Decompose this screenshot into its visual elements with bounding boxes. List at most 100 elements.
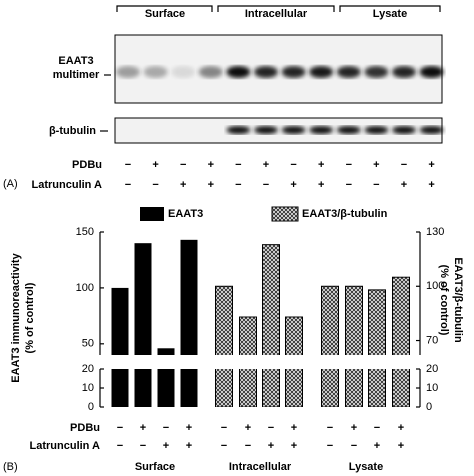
legend-swatch — [140, 207, 164, 221]
sign: + — [152, 159, 158, 171]
blot — [114, 34, 443, 104]
group-label: Surface — [135, 461, 175, 473]
sign: − — [327, 422, 333, 434]
band — [116, 66, 140, 78]
tick-label: 10 — [426, 382, 438, 394]
tick-label: 10 — [82, 382, 94, 394]
panel-label: (B) — [3, 461, 18, 473]
sign: + — [291, 440, 297, 452]
sign: + — [263, 159, 269, 171]
sign: − — [373, 179, 379, 191]
sign: + — [374, 440, 380, 452]
sign: − — [374, 422, 380, 434]
tick-label: 130 — [426, 226, 444, 238]
bar — [180, 239, 198, 355]
tick-label: 20 — [82, 363, 94, 375]
bar — [345, 285, 363, 355]
bar — [392, 276, 410, 355]
band — [281, 126, 306, 134]
band — [392, 66, 416, 78]
sign: − — [125, 179, 131, 191]
band — [364, 126, 389, 134]
bar — [368, 289, 386, 355]
sign: + — [290, 179, 296, 191]
sign: − — [263, 179, 269, 191]
group-label: Intracellular — [229, 461, 292, 473]
bar — [111, 369, 129, 407]
row-label: PDBu — [72, 159, 102, 171]
sign: − — [290, 159, 296, 171]
bar — [134, 243, 152, 355]
band — [336, 126, 361, 134]
panel-label: (A) — [3, 178, 18, 190]
sign: − — [235, 159, 241, 171]
bar — [134, 369, 152, 407]
band — [392, 126, 416, 134]
bar — [180, 369, 198, 407]
sign: + — [268, 440, 274, 452]
sign: + — [373, 159, 379, 171]
tick-label: 0 — [88, 401, 94, 413]
tick-label: 0 — [426, 401, 432, 413]
tick-label: 20 — [426, 363, 438, 375]
tick-label: 100 — [426, 280, 444, 292]
band — [281, 66, 306, 78]
sign: − — [163, 422, 169, 434]
sign: − — [140, 440, 146, 452]
legend-label: EAAT3 — [168, 208, 203, 220]
band — [171, 66, 196, 78]
bar — [262, 244, 280, 355]
sign: + — [428, 179, 434, 191]
sign: + — [318, 159, 324, 171]
bar — [368, 369, 386, 407]
band — [336, 66, 361, 78]
bar — [215, 369, 233, 407]
sign: + — [428, 159, 434, 171]
sign: − — [221, 422, 227, 434]
sign: + — [291, 422, 297, 434]
sign: + — [186, 422, 192, 434]
sign: − — [351, 440, 357, 452]
legend-label: EAAT3/β-tubulin — [302, 208, 388, 220]
bar — [262, 369, 280, 407]
bar — [239, 369, 257, 407]
bar — [111, 287, 129, 355]
band — [143, 66, 168, 78]
group-label: Surface — [145, 8, 185, 20]
sign: + — [186, 440, 192, 452]
y-axis-label: (% of control) — [24, 282, 36, 353]
sign: + — [180, 179, 186, 191]
bar — [392, 369, 410, 407]
row-label: Latrunculin A — [30, 440, 101, 452]
sign: − — [346, 159, 352, 171]
sign: + — [401, 179, 407, 191]
sign: + — [163, 440, 169, 452]
band — [254, 126, 278, 134]
bar — [157, 348, 175, 355]
group-label: Lysate — [349, 461, 383, 473]
sign: − — [180, 159, 186, 171]
sign: − — [235, 179, 241, 191]
bar — [285, 316, 303, 355]
bar — [321, 369, 339, 407]
sign: + — [398, 440, 404, 452]
sign: − — [221, 440, 227, 452]
sign: − — [268, 422, 274, 434]
sign: − — [346, 179, 352, 191]
sign: + — [351, 422, 357, 434]
tick-label: 70 — [426, 334, 438, 346]
tick-label: 100 — [76, 282, 94, 294]
band — [309, 66, 334, 78]
band — [226, 126, 251, 134]
sign: − — [401, 159, 407, 171]
band — [198, 66, 223, 78]
bar — [321, 285, 339, 355]
bar — [345, 369, 363, 407]
y-axis-label: EAAT3 immunoreactivity — [10, 252, 22, 382]
sign: − — [327, 440, 333, 452]
bands — [116, 66, 444, 134]
tick-label: 50 — [82, 338, 94, 350]
sign: + — [245, 422, 251, 434]
brackets — [116, 5, 441, 12]
